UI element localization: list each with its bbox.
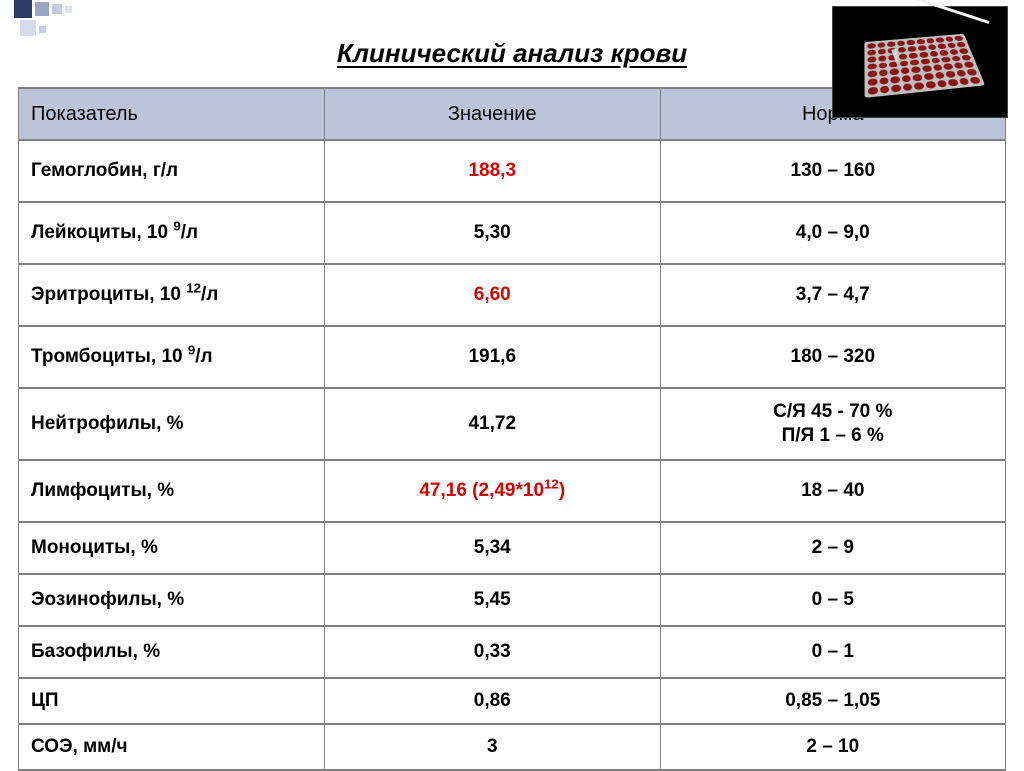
cell-value: 0,33 <box>324 626 660 678</box>
table-row: Гемоглобин, г/л188,3130 – 160 <box>19 140 1006 202</box>
cell-value: 191,6 <box>324 326 660 388</box>
table-row: Лейкоциты, 10 9/л5,304,0 – 9,0 <box>19 202 1006 264</box>
table-row: Базофилы, %0,330 – 1 <box>19 626 1006 678</box>
cell-value: 5,30 <box>324 202 660 264</box>
cell-norm: С/Я 45 - 70 %П/Я 1 – 6 % <box>660 388 1005 460</box>
table-row: СОЭ, мм/ч32 – 10 <box>19 724 1006 770</box>
cell-norm: 0,85 – 1,05 <box>660 678 1005 724</box>
cell-norm: 2 – 9 <box>660 522 1005 574</box>
table-row: Эозинофилы, %5,450 – 5 <box>19 574 1006 626</box>
cell-parameter: Эритроциты, 10 12/л <box>19 264 325 326</box>
cell-norm: 18 – 40 <box>660 460 1005 522</box>
table-row: Моноциты, %5,342 – 9 <box>19 522 1006 574</box>
cell-value: 188,3 <box>324 140 660 202</box>
cell-norm: 180 – 320 <box>660 326 1005 388</box>
cell-parameter: ЦП <box>19 678 325 724</box>
cell-norm: 130 – 160 <box>660 140 1005 202</box>
cell-parameter: Нейтрофилы, % <box>19 388 325 460</box>
table-row: ЦП0,860,85 – 1,05 <box>19 678 1006 724</box>
cell-parameter: СОЭ, мм/ч <box>19 724 325 770</box>
cell-value: 47,16 (2,49*1012) <box>324 460 660 522</box>
cell-value: 5,34 <box>324 522 660 574</box>
cell-value: 3 <box>324 724 660 770</box>
cell-parameter: Лимфоциты, % <box>19 460 325 522</box>
cell-value: 6,60 <box>324 264 660 326</box>
cell-value: 41,72 <box>324 388 660 460</box>
col-value: Значение <box>324 88 660 140</box>
table-row: Лимфоциты, %47,16 (2,49*1012)18 – 40 <box>19 460 1006 522</box>
corner-decoration-row2 <box>18 20 46 36</box>
cell-parameter: Базофилы, % <box>19 626 325 678</box>
table-row: Нейтрофилы, %41,72С/Я 45 - 70 %П/Я 1 – 6… <box>19 388 1006 460</box>
cell-norm: 2 – 10 <box>660 724 1005 770</box>
cell-norm: 3,7 – 4,7 <box>660 264 1005 326</box>
cell-parameter: Гемоглобин, г/л <box>19 140 325 202</box>
cell-norm: 0 – 5 <box>660 574 1005 626</box>
corner-decoration <box>14 0 72 18</box>
cell-value: 5,45 <box>324 574 660 626</box>
table-row: Тромбоциты, 10 9/л191,6180 – 320 <box>19 326 1006 388</box>
cell-norm: 4,0 – 9,0 <box>660 202 1005 264</box>
table-row: Эритроциты, 10 12/л6,603,7 – 4,7 <box>19 264 1006 326</box>
header-photo <box>832 6 1008 118</box>
cell-norm: 0 – 1 <box>660 626 1005 678</box>
cell-value: 0,86 <box>324 678 660 724</box>
page-title: Клинический анализ крови <box>337 38 687 69</box>
cell-parameter: Моноциты, % <box>19 522 325 574</box>
blood-test-table: Показатель Значение Норма Гемоглобин, г/… <box>18 87 1006 771</box>
cell-parameter: Тромбоциты, 10 9/л <box>19 326 325 388</box>
cell-parameter: Лейкоциты, 10 9/л <box>19 202 325 264</box>
cell-parameter: Эозинофилы, % <box>19 574 325 626</box>
col-parameter: Показатель <box>19 88 325 140</box>
